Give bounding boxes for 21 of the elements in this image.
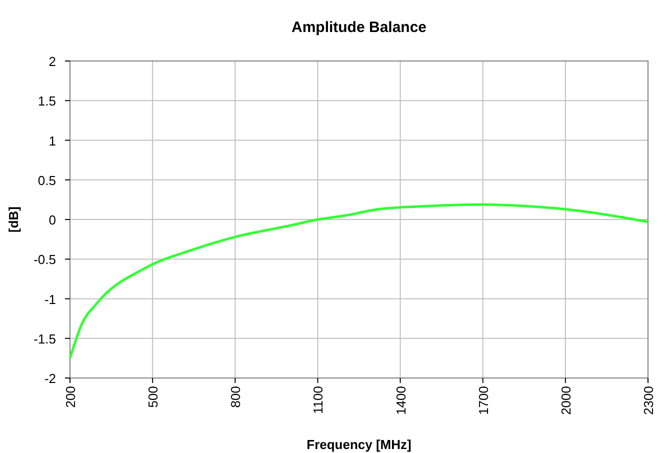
x-tick-label: 500 <box>146 386 161 408</box>
x-tick-label: 200 <box>63 386 78 408</box>
y-tick-label: 1.5 <box>38 94 56 109</box>
y-tick-label: 0 <box>48 212 56 228</box>
y-tick-label: 2 <box>48 54 56 69</box>
chart-title: Amplitude Balance <box>291 19 427 36</box>
x-axis-title: Frequency [MHz] <box>306 437 412 452</box>
y-tick-label: -0.5 <box>34 252 56 268</box>
y-axis-title: [dB] <box>6 206 21 232</box>
y-tick-label: 1 <box>48 133 56 148</box>
x-tick-label: 1400 <box>393 386 408 415</box>
x-tick-label: 1700 <box>476 386 491 415</box>
line-series <box>68 203 650 360</box>
x-tick-label: 2000 <box>558 386 574 415</box>
x-tick-label: 800 <box>228 386 244 408</box>
x-tick-label: 2300 <box>641 386 656 415</box>
y-tick-label: -2 <box>44 371 56 386</box>
y-tick-label: -1 <box>44 292 56 307</box>
x-tick-label: 1100 <box>310 386 326 414</box>
y-tick-label: 0.5 <box>38 172 56 188</box>
y-tick-label: -1.5 <box>34 331 56 346</box>
